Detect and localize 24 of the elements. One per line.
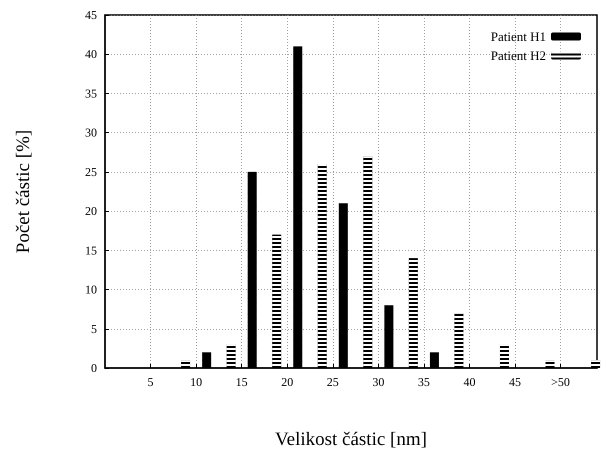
- x-tick-label: 30: [372, 375, 384, 389]
- legend-label: Patient H1: [490, 29, 546, 44]
- y-tick-label: 0: [91, 361, 97, 375]
- x-axis-title: Velikost částic [nm]: [275, 429, 427, 450]
- y-tick-label: 10: [85, 282, 97, 297]
- x-tick-label: 35: [418, 375, 430, 389]
- x-tick-label: 10: [190, 375, 202, 389]
- y-tick-label: 30: [85, 126, 97, 140]
- y-tick-label: 25: [85, 164, 97, 179]
- y-tick-label: 5: [91, 322, 97, 336]
- x-tick-label: 15: [236, 375, 248, 389]
- y-tick-label: 35: [85, 86, 97, 100]
- y-axis-title: Počet částic [%]: [13, 130, 34, 254]
- x-tick-label: 40: [463, 375, 476, 389]
- x-tick-label: 5: [148, 375, 154, 389]
- x-tick-label: >50: [551, 375, 570, 389]
- x-tick-label: 25: [326, 375, 339, 389]
- y-tick-label: 20: [85, 204, 97, 218]
- legend-label: Patient H2: [490, 48, 546, 63]
- x-tick-label: 45: [509, 375, 521, 389]
- y-tick-label: 15: [85, 243, 97, 258]
- y-tick-label: 40: [85, 47, 97, 62]
- x-tick-label: 20: [281, 375, 294, 389]
- y-tick-label: 45: [85, 8, 97, 22]
